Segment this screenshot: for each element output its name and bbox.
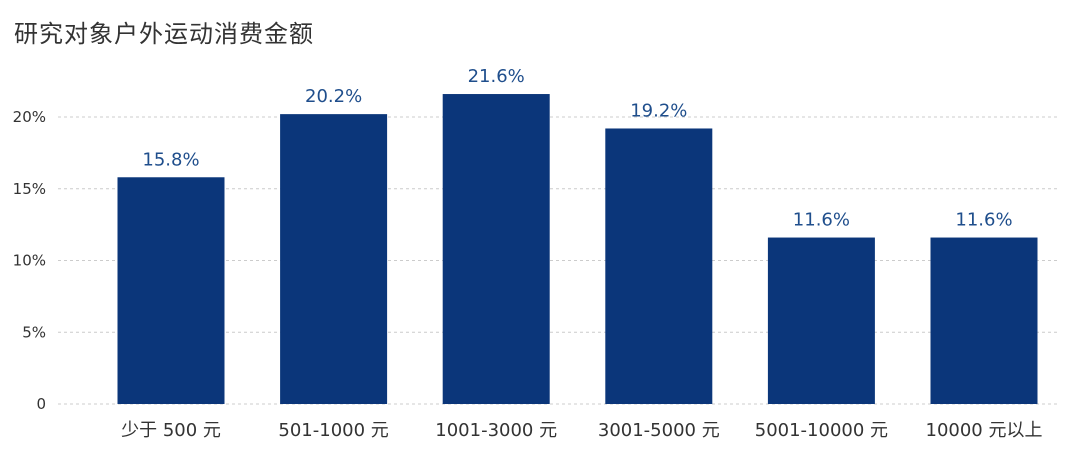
data-label: 11.6% — [955, 210, 1012, 231]
data-label: 15.8% — [142, 149, 199, 170]
bar — [117, 177, 225, 404]
data-label: 21.6% — [468, 66, 525, 87]
grid-lines — [58, 116, 1060, 405]
x-tick-label: 1001-3000 元 — [435, 420, 557, 441]
y-tick-label: 0 — [36, 395, 46, 413]
bar — [930, 237, 1038, 404]
x-tick-label: 10000 元以上 — [926, 420, 1043, 441]
bars — [117, 94, 1038, 405]
x-tick-label: 5001-10000 元 — [755, 420, 888, 441]
bar — [605, 128, 713, 405]
x-axis-ticks: 少于 500 元 501-1000 元 1001-3000 元 3001-5000 元… — [121, 420, 1042, 441]
y-tick-label: 20% — [13, 108, 46, 126]
x-tick-label: 501-1000 元 — [278, 420, 388, 441]
x-tick-label: 少于 500 元 — [121, 420, 221, 441]
x-tick-label: 3001-5000 元 — [598, 420, 720, 441]
data-label: 19.2% — [630, 100, 687, 121]
data-label: 11.6% — [793, 210, 850, 231]
bar — [280, 114, 388, 404]
chart-title: 研究对象户外运动消费金额 — [14, 20, 314, 48]
y-axis-ticks: 0 5% 10% 15% 20% — [13, 108, 46, 413]
bar — [442, 94, 550, 404]
data-labels: 15.8% 20.2% 21.6% 19.2% 11.6% 11.6% — [142, 66, 1012, 231]
y-tick-label: 15% — [13, 180, 46, 198]
y-tick-label: 10% — [13, 252, 46, 270]
bar — [767, 237, 875, 404]
data-label: 20.2% — [305, 86, 362, 107]
y-tick-label: 5% — [22, 323, 46, 341]
